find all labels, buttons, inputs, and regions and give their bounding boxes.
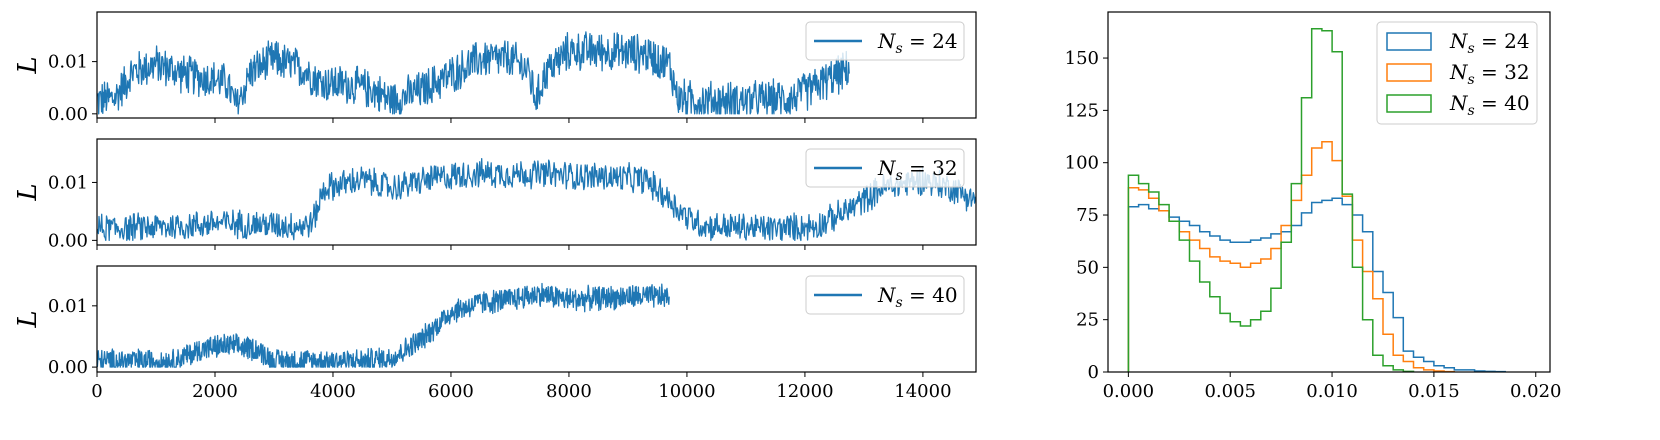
x-tick-label: 10000	[658, 381, 715, 402]
x-tick-label: 0.000	[1103, 381, 1155, 402]
y-tick-label: 125	[1065, 100, 1099, 121]
histogram-series-2	[1127, 141, 1456, 373]
x-tick-label: 12000	[776, 381, 833, 402]
y-tick-label: 0.01	[48, 296, 88, 317]
histogram-frame	[1107, 11, 1551, 373]
legend-label: Ns = 32	[1449, 60, 1530, 88]
y-tick-label: 0.00	[48, 104, 88, 125]
panel-frame	[96, 138, 977, 246]
legend-box	[805, 275, 965, 315]
panel-frame	[96, 11, 977, 119]
y-tick-label: 0	[1088, 362, 1099, 383]
x-tick-label: 8000	[546, 381, 592, 402]
legend-swatch	[1386, 63, 1432, 82]
legend-label: Ns = 32	[877, 156, 958, 184]
x-tick-label: 0	[91, 381, 102, 402]
y-tick-label: 25	[1076, 310, 1099, 331]
y-tick-label: 0.01	[48, 52, 88, 73]
legend: Ns = 40	[805, 275, 965, 315]
panel-frame	[96, 265, 977, 373]
y-axis-label: L	[13, 56, 43, 74]
x-tick-label: 0.005	[1204, 381, 1256, 402]
x-tick-label: 14000	[894, 381, 951, 402]
x-tick-label: 0.015	[1408, 381, 1460, 402]
histogram-panel: 0.000 0.005 0.010 0.015 0.020 0 25 50 75 100 125 15…	[1065, 11, 1562, 402]
y-tick-label: 100	[1065, 153, 1099, 174]
x-tick-label: 0.010	[1306, 381, 1358, 402]
legend-swatch	[1386, 32, 1432, 51]
x-tick-label: 0.020	[1510, 381, 1562, 402]
y-tick-label: 0.00	[48, 230, 88, 251]
x-tick-label: 4000	[310, 381, 356, 402]
legend-swatch	[1386, 94, 1432, 113]
y-tick-label: 150	[1065, 48, 1099, 69]
x-tick-label: 2000	[192, 381, 238, 402]
legend-box	[805, 21, 965, 61]
histogram-series-1	[1127, 197, 1506, 373]
histogram-series-3	[1127, 27, 1415, 373]
series-line-1	[97, 158, 976, 242]
legend-label: Ns = 40	[877, 283, 958, 311]
legend-box	[805, 148, 965, 188]
legend: Ns = 32	[805, 148, 965, 188]
x-tick-label: 6000	[428, 381, 474, 402]
legend-box	[1376, 21, 1538, 125]
timeseries-panel-2: 0.00 0.01 L Ns = 32	[13, 138, 977, 251]
timeseries-panel-1: 0.00 0.01 L Ns = 24	[13, 11, 977, 125]
legend-label: Ns = 40	[1449, 91, 1530, 119]
y-axis-label: L	[13, 310, 43, 328]
legend-label: Ns = 24	[1449, 29, 1530, 57]
legend: Ns = 24	[805, 21, 965, 61]
y-tick-label: 75	[1076, 205, 1099, 226]
series-line-1	[97, 31, 850, 115]
timeseries-panel-3: 0.00 0.01 L Ns = 40 0 2000 4000 6000 8000 10000 12…	[13, 265, 977, 402]
y-tick-label: 50	[1076, 257, 1099, 278]
histogram-legend: Ns = 24 Ns = 32 Ns = 40	[1376, 21, 1538, 125]
y-tick-label: 0.01	[48, 172, 88, 193]
series-line-1	[97, 282, 670, 368]
y-axis-label: L	[13, 183, 43, 201]
y-tick-label: 0.00	[48, 357, 88, 378]
legend-label: Ns = 24	[877, 29, 958, 57]
